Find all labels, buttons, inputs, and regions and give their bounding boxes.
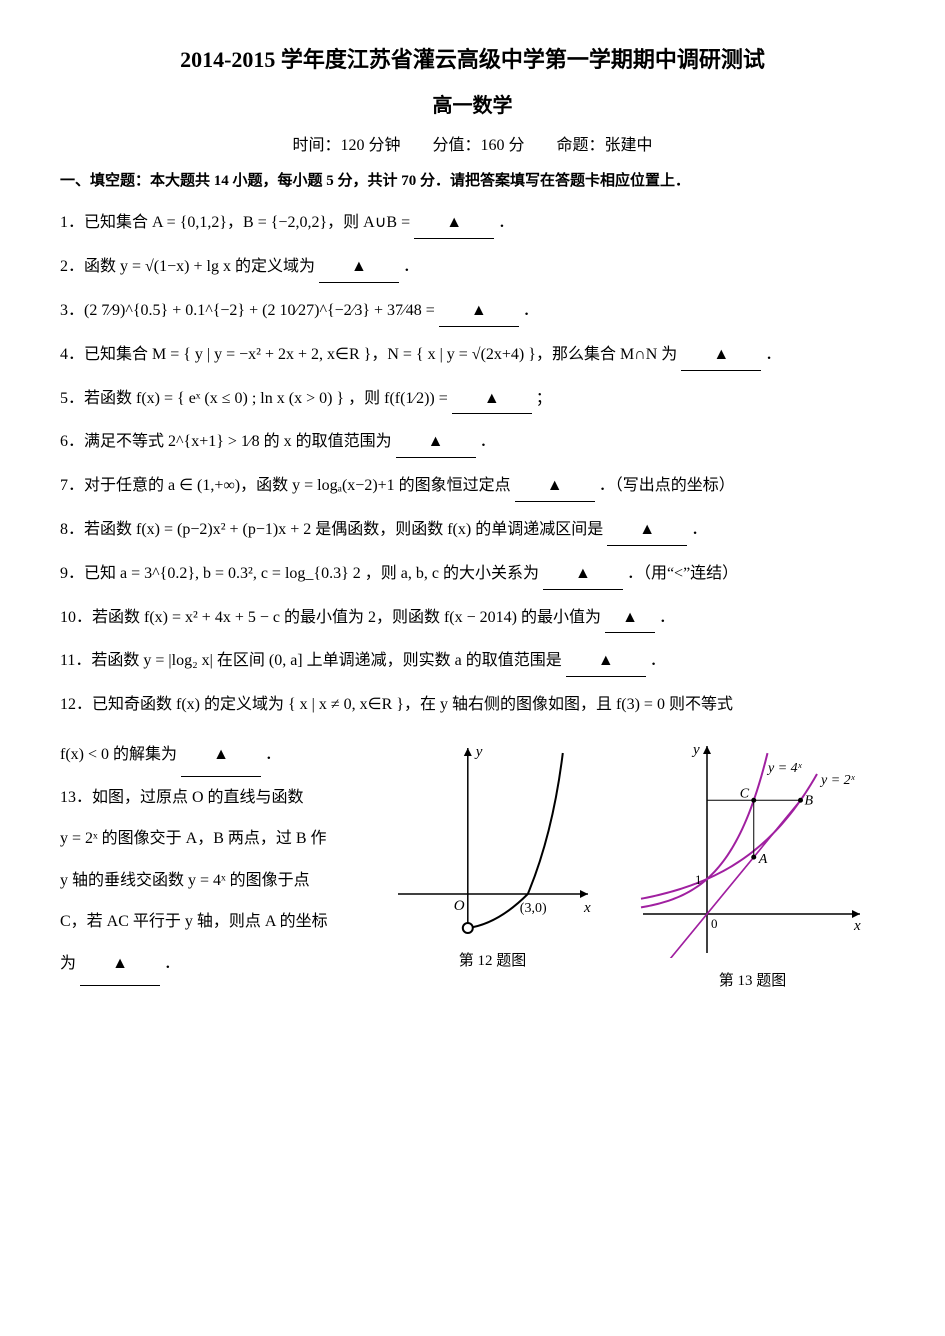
blank-triangle-icon: ▲ — [213, 746, 229, 763]
figure-13-caption: 第 13 题图 — [638, 968, 868, 995]
page-subtitle: 高一数学 — [60, 88, 885, 124]
figures-row: Ox y (3,0) 第 12 题图 1 0 x y A B Cy = 4ˣ y = 2ˣ 第 1… — [370, 738, 885, 995]
q4-text: 4．已知集合 M = { y | y = −x² + 2x + 2, x∈R }… — [60, 346, 677, 363]
blank-triangle-icon: ▲ — [639, 521, 655, 538]
question-13-d: C，若 AC 平行于 y 轴，则点 A 的坐标 — [60, 901, 370, 943]
q5-tail: ； — [536, 390, 552, 407]
q12-tail: ． — [265, 746, 281, 763]
q8-text: 8．若函数 f(x) = (p−2)x² + (p−1)x + 2 是偶函数，则… — [60, 521, 603, 538]
q12-blank: ▲ — [181, 734, 261, 777]
question-13-c: y 轴的垂线交函数 y = 4ˣ 的图像于点 — [60, 860, 370, 902]
q5-blank: ▲ — [452, 385, 532, 415]
q6-blank: ▲ — [396, 428, 476, 458]
blank-triangle-icon: ▲ — [428, 433, 444, 450]
svg-text:(3,0): (3,0) — [519, 901, 546, 916]
svg-text:x: x — [583, 900, 591, 916]
q2-text: 2．函数 y = √(1−x) + lg x 的定义域为 — [60, 258, 315, 275]
blank-triangle-icon: ▲ — [713, 346, 729, 363]
blank-triangle-icon: ▲ — [484, 390, 500, 407]
blank-triangle-icon: ▲ — [471, 302, 487, 319]
figure-12-svg: Ox y (3,0) — [388, 738, 598, 938]
question-10: 10．若函数 f(x) = x² + 4x + 5 − c 的最小值为 2，则函… — [60, 604, 885, 634]
q9-blank: ▲ — [543, 560, 623, 590]
q13-tail: ． — [164, 955, 180, 972]
question-1: 1．已知集合 A = {0,1,2}，B = {−2,0,2}，则 A∪B = … — [60, 209, 885, 239]
q9-text: 9．已知 a = 3^{0.2}, b = 0.3², c = log_{0.3… — [60, 565, 539, 582]
blank-triangle-icon: ▲ — [446, 214, 462, 231]
q2-blank: ▲ — [319, 253, 399, 283]
svg-text:O: O — [453, 898, 464, 914]
figure-13-svg: 1 0 x y A B Cy = 4ˣ y = 2ˣ — [638, 738, 868, 958]
q4-tail: ． — [765, 346, 781, 363]
q1-blank: ▲ — [414, 209, 494, 239]
q9-tail: ．（用“<”连结） — [627, 565, 738, 582]
q12-text-b: f(x) < 0 的解集为 — [60, 746, 177, 763]
q3-text: 3．(2 7⁄9)^{0.5} + 0.1^{−2} + (2 10⁄27)^{… — [60, 302, 439, 319]
figure-12: Ox y (3,0) 第 12 题图 — [388, 738, 598, 995]
question-4: 4．已知集合 M = { y | y = −x² + 2x + 2, x∈R }… — [60, 341, 885, 371]
q12-13-textcol: f(x) < 0 的解集为 ▲ ． 13．如图，过原点 O 的直线与函数 y =… — [60, 734, 370, 986]
svg-text:y = 2ˣ: y = 2ˣ — [819, 773, 856, 788]
svg-text:A: A — [757, 852, 767, 867]
q7-blank: ▲ — [515, 472, 595, 502]
question-8: 8．若函数 f(x) = (p−2)x² + (p−1)x + 2 是偶函数，则… — [60, 516, 885, 546]
figure-13: 1 0 x y A B Cy = 4ˣ y = 2ˣ 第 13 题图 — [638, 738, 868, 995]
question-13-a: 13．如图，过原点 O 的直线与函数 — [60, 777, 370, 819]
question-2: 2．函数 y = √(1−x) + lg x 的定义域为 ▲ ． — [60, 253, 885, 283]
q3-blank: ▲ — [439, 297, 519, 327]
svg-text:y: y — [473, 744, 482, 760]
q13-blank: ▲ — [80, 943, 160, 986]
svg-text:0: 0 — [711, 916, 718, 931]
exam-meta: 时间：120 分钟 分值：160 分 命题：张建中 — [60, 132, 885, 161]
q11-blank: ▲ — [566, 647, 646, 677]
q6-tail: ． — [480, 433, 496, 450]
question-6: 6．满足不等式 2^{x+1} > 1⁄8 的 x 的取值范围为 ▲ ． — [60, 428, 885, 458]
q11-tail: ． — [650, 652, 666, 669]
q8-tail: ． — [691, 521, 707, 538]
q7-tail: ．（写出点的坐标） — [599, 477, 735, 494]
question-7: 7．对于任意的 a ∈ (1,+∞)，函数 y = logₐ(x−2)+1 的图… — [60, 472, 885, 502]
question-13-e: 为 ▲ ． — [60, 943, 370, 986]
q5-piecewise: { eˣ (x ≤ 0) ; ln x (x > 0) } — [177, 390, 344, 407]
q4-blank: ▲ — [681, 341, 761, 371]
blank-triangle-icon: ▲ — [547, 477, 563, 494]
q7-text: 7．对于任意的 a ∈ (1,+∞)，函数 y = logₐ(x−2)+1 的图… — [60, 477, 511, 494]
figure-12-caption: 第 12 题图 — [388, 948, 598, 975]
blank-triangle-icon: ▲ — [622, 609, 638, 626]
question-9: 9．已知 a = 3^{0.2}, b = 0.3², c = log_{0.3… — [60, 560, 885, 590]
blank-triangle-icon: ▲ — [112, 955, 128, 972]
q1-tail: ． — [498, 214, 514, 231]
q12-13-layout: f(x) < 0 的解集为 ▲ ． 13．如图，过原点 O 的直线与函数 y =… — [60, 734, 885, 995]
svg-text:C: C — [739, 786, 749, 801]
q11-text: 11．若函数 y = |log₂ x| 在区间 (0, a] 上单调递减，则实数… — [60, 652, 562, 669]
question-12-line2: f(x) < 0 的解集为 ▲ ． — [60, 734, 370, 777]
blank-triangle-icon: ▲ — [575, 565, 591, 582]
q13-text-e: 为 — [60, 955, 76, 972]
question-13-b: y = 2ˣ 的图像交于 A，B 两点，过 B 作 — [60, 818, 370, 860]
svg-text:1: 1 — [695, 872, 702, 887]
question-3: 3．(2 7⁄9)^{0.5} + 0.1^{−2} + (2 10⁄27)^{… — [60, 297, 885, 327]
q10-tail: ． — [659, 609, 675, 626]
question-11: 11．若函数 y = |log₂ x| 在区间 (0, a] 上单调递减，则实数… — [60, 647, 885, 677]
q10-blank: ▲ — [605, 604, 655, 634]
q8-blank: ▲ — [607, 516, 687, 546]
q5-text-a: 5．若函数 f(x) = — [60, 390, 177, 407]
question-5: 5．若函数 f(x) = { eˣ (x ≤ 0) ; ln x (x > 0)… — [60, 385, 885, 415]
q3-tail: ． — [523, 302, 539, 319]
svg-text:x: x — [853, 918, 861, 934]
q12-text-a: 12．已知奇函数 f(x) 的定义域为 { x | x ≠ 0, x∈R }，在… — [60, 696, 733, 713]
svg-text:B: B — [804, 793, 813, 808]
q2-tail: ． — [403, 258, 419, 275]
section-heading: 一、填空题：本大题共 14 小题，每小题 5 分，共计 70 分．请把答案填写在… — [60, 168, 885, 195]
page-title: 2014-2015 学年度江苏省灌云高级中学第一学期期中调研测试 — [60, 40, 885, 80]
svg-text:y: y — [691, 742, 700, 758]
q1-text: 1．已知集合 A = {0,1,2}，B = {−2,0,2}，则 A∪B = — [60, 214, 414, 231]
question-12-line1: 12．已知奇函数 f(x) 的定义域为 { x | x ≠ 0, x∈R }，在… — [60, 691, 885, 720]
q5-text-c: ，则 f(f(1⁄2)) = — [348, 390, 452, 407]
q10-text: 10．若函数 f(x) = x² + 4x + 5 − c 的最小值为 2，则函… — [60, 609, 601, 626]
q6-text: 6．满足不等式 2^{x+1} > 1⁄8 的 x 的取值范围为 — [60, 433, 392, 450]
blank-triangle-icon: ▲ — [598, 652, 614, 669]
blank-triangle-icon: ▲ — [351, 258, 367, 275]
svg-text:y = 4ˣ: y = 4ˣ — [766, 761, 803, 776]
